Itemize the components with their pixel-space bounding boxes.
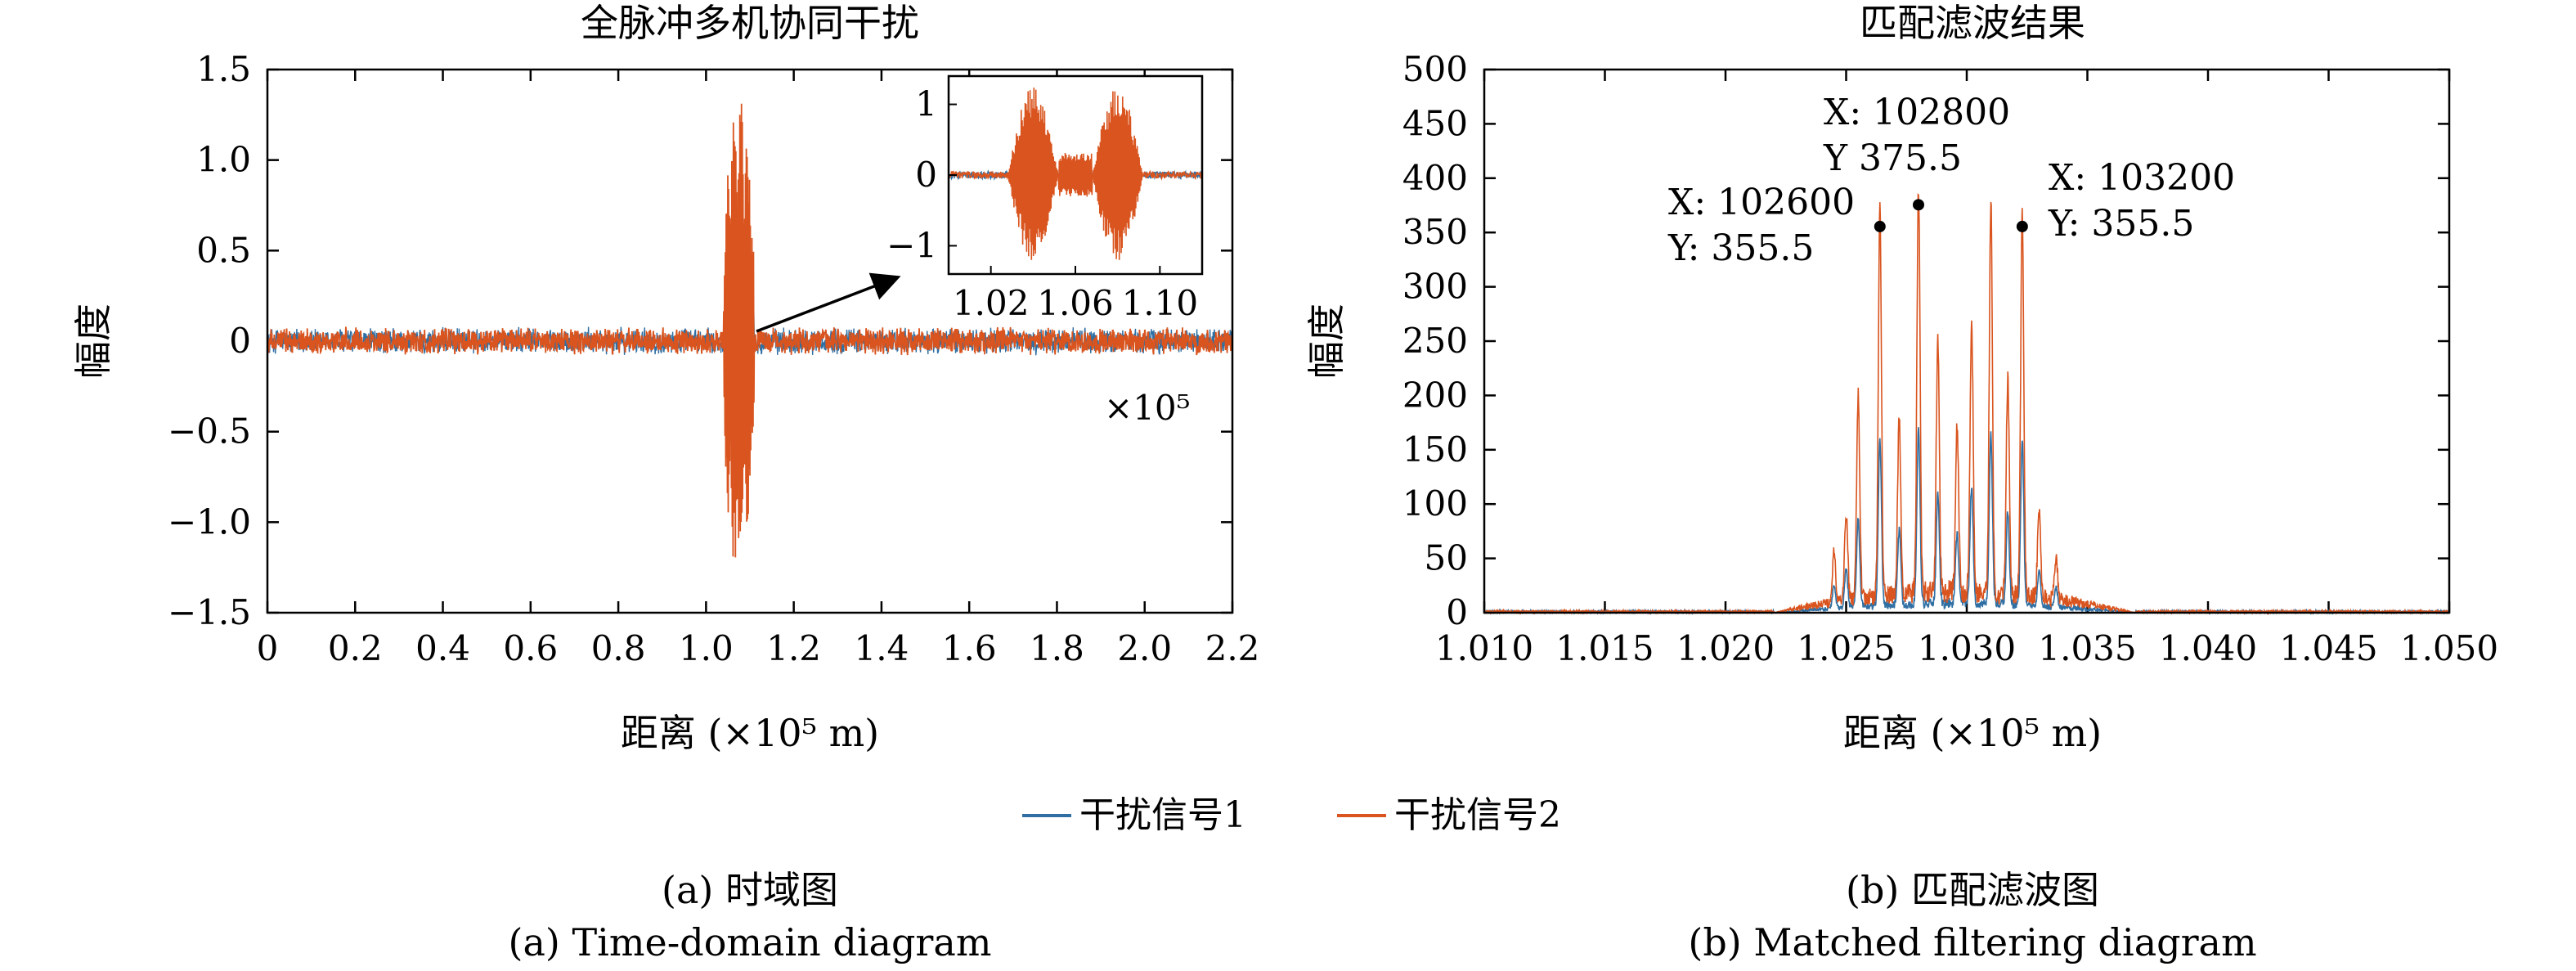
chart-b-annotation-x: X: 102800 <box>1824 92 2010 133</box>
chart-b-y-tick-label: 0 <box>1446 592 1468 632</box>
chart-b-y-tick-label: 500 <box>1402 49 1468 89</box>
inset-y-tick-label: 0 <box>915 155 937 195</box>
legend: 干扰信号1 干扰信号2 <box>1022 794 1561 836</box>
chart-b-y-tick-label: 250 <box>1402 321 1468 361</box>
chart-a-inset: −1 0 1 1.02 1.06 1.10 <box>886 74 1204 323</box>
chart-b-x-tick-label: 1.050 <box>2400 628 2498 668</box>
chart-a-x-tick-label: 0.6 <box>503 628 558 668</box>
caption-b-chinese: (b) 匹配滤波图 <box>1846 868 2099 912</box>
chart-b-series-2-line <box>1483 192 2450 616</box>
chart-a-x-tick-label: 2.0 <box>1117 628 1172 668</box>
chart-a-y-tick-label: 1.5 <box>196 49 251 89</box>
chart-b-x-tick-label: 1.040 <box>2159 628 2257 668</box>
chart-a-x-ticks: 0 0.2 0.4 0.6 0.8 1.0 1.2 1.4 1.6 1.8 2.0 2.2 <box>257 70 1260 668</box>
chart-b-title: 匹配滤波结果 <box>1860 1 2085 45</box>
chart-a-ylabel: 幅度 <box>71 303 115 379</box>
chart-b-y-ticks: 0 50 100 150 200 250 300 350 400 450 500 <box>1402 49 2449 632</box>
chart-a-xlabel: 距离 (×10⁵ m) <box>621 711 879 755</box>
inset-x-tick-label: 1.02 <box>953 283 1030 323</box>
chart-b-annotation-x: X: 102600 <box>1668 182 1855 223</box>
chart-matched-filter: 匹配滤波结果 0 50 100 150 200 250 300 350 400 450 500 1.… <box>1304 1 2498 755</box>
inset-y-tick-label: −1 <box>886 225 937 265</box>
chart-a-y-tick-label: 0 <box>229 321 251 361</box>
chart-a-series-2-line <box>267 103 1233 558</box>
chart-a-x-tick-label: 1.6 <box>942 628 997 668</box>
zoom-arrow <box>756 272 901 333</box>
inset-series <box>948 88 1203 260</box>
chart-b-annotation-x: X: 103200 <box>2049 157 2235 199</box>
chart-b-y-tick-label: 50 <box>1425 538 1468 578</box>
chart-b-annotation-marker <box>1874 220 1886 232</box>
chart-b-annotation-y: Y: 355.5 <box>1667 227 1814 269</box>
chart-a-y-tick-label: 1.0 <box>196 140 251 180</box>
chart-b-series <box>1483 192 2450 616</box>
chart-b-x-tick-label: 1.035 <box>2038 628 2136 668</box>
chart-b-x-tick-label: 1.025 <box>1797 628 1895 668</box>
inset-x-tick-label: 1.10 <box>1122 283 1199 323</box>
inset-series-2-line <box>948 88 1203 260</box>
chart-a-y-ticks: −1.5 −1.0 −0.5 0 0.5 1.0 1.5 <box>168 49 1232 632</box>
caption-a-chinese: (a) 时域图 <box>662 868 838 912</box>
chart-a-y-tick-label: −1.0 <box>168 501 251 542</box>
chart-b-x-tick-label: 1.015 <box>1555 628 1654 668</box>
chart-b-y-tick-label: 350 <box>1402 212 1468 252</box>
chart-b-x-tick-label: 1.010 <box>1435 628 1533 668</box>
inset-x-tick-label: 1.06 <box>1037 283 1114 323</box>
chart-b-annotation-y: Y: 355.5 <box>2048 203 2194 245</box>
chart-a-y-tick-label: 0.5 <box>196 230 251 270</box>
chart-b-ylabel: 幅度 <box>1304 303 1349 379</box>
chart-a-plot-frame <box>266 68 1234 614</box>
chart-b-xlabel: 距离 (×10⁵ m) <box>1843 711 2102 755</box>
chart-b-y-tick-label: 300 <box>1402 267 1468 307</box>
inset-ticks: −1 0 1 1.02 1.06 1.10 <box>886 84 1198 323</box>
legend-label-series-2: 干扰信号2 <box>1394 794 1561 836</box>
chart-b-y-tick-label: 450 <box>1402 103 1468 143</box>
chart-b-x-tick-label: 1.020 <box>1676 628 1775 668</box>
chart-a-x-tick-label: 1.2 <box>766 628 821 668</box>
chart-time-domain: 全脉冲多机协同干扰 −1.5 −1.0 −0.5 0 0.5 1.0 1.5 0 0.2 0.4… <box>71 1 1259 755</box>
chart-a-x-multiplier: ×10⁵ <box>1104 388 1190 428</box>
chart-b-y-tick-label: 150 <box>1402 429 1468 470</box>
chart-a-x-tick-label: 0.2 <box>328 628 383 668</box>
chart-a-x-tick-label: 0.4 <box>415 628 470 668</box>
chart-b-y-tick-label: 400 <box>1402 158 1468 198</box>
chart-a-x-tick-label: 1.4 <box>855 628 909 668</box>
chart-a-series <box>267 103 1233 558</box>
chart-a-x-tick-label: 1.0 <box>679 628 734 668</box>
chart-a-x-tick-label: 1.8 <box>1030 628 1084 668</box>
chart-b-annotation-marker <box>2016 220 2028 232</box>
inset-y-tick-label: 1 <box>915 84 937 124</box>
legend-label-series-1: 干扰信号1 <box>1079 794 1246 836</box>
chart-b-y-tick-label: 100 <box>1402 483 1468 524</box>
chart-b-plot-frame <box>1483 68 2451 614</box>
chart-a-y-tick-label: −0.5 <box>168 411 251 452</box>
chart-b-annotation-y: Y 375.5 <box>1823 137 1962 179</box>
chart-b-x-tick-label: 1.045 <box>2279 628 2377 668</box>
caption-a-english: (a) Time-domain diagram <box>509 920 992 964</box>
chart-a-x-tick-label: 0.8 <box>591 628 646 668</box>
chart-a-x-tick-label: 0 <box>257 628 279 668</box>
chart-b-x-ticks: 1.010 1.015 1.020 1.025 1.030 1.035 1.040 1.045… <box>1435 70 2498 668</box>
chart-a-title: 全脉冲多机协同干扰 <box>581 1 919 45</box>
chart-a-x-tick-label: 2.2 <box>1205 628 1260 668</box>
chart-b-annotation-marker <box>1913 199 1924 211</box>
chart-b-x-tick-label: 1.030 <box>1918 628 2016 668</box>
caption-b-english: (b) Matched filtering diagram <box>1688 920 2256 964</box>
chart-a-y-tick-label: −1.5 <box>168 592 251 632</box>
chart-b-y-tick-label: 200 <box>1402 375 1468 415</box>
